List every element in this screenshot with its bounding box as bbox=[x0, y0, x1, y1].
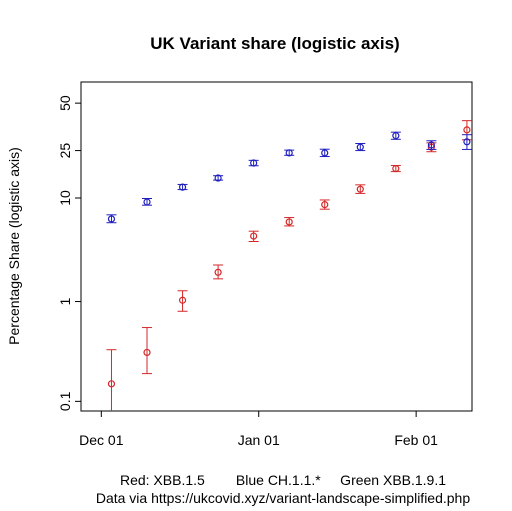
data-point bbox=[427, 141, 435, 149]
data-point bbox=[178, 183, 187, 191]
series-layer bbox=[106, 120, 472, 411]
series-0 bbox=[106, 120, 472, 411]
data-point bbox=[285, 149, 293, 157]
data-point bbox=[143, 348, 151, 357]
x-tick-label: Dec 01 bbox=[79, 432, 124, 448]
legend-caption: Red: XBB.1.5 Blue CH.1.1.* Green XBB.1.9… bbox=[120, 472, 446, 488]
series-1 bbox=[106, 131, 472, 224]
y-tick-label: 0.1 bbox=[57, 391, 73, 411]
data-point bbox=[392, 132, 400, 140]
y-tick-label: 1 bbox=[57, 297, 73, 305]
data-point bbox=[250, 159, 258, 167]
plot-frame bbox=[80, 81, 473, 412]
x-tick-label: Feb 01 bbox=[394, 432, 438, 448]
x-axis: Dec 01 Jan 01 Feb 01 bbox=[79, 411, 438, 448]
source-caption: Data via https://ukcovid.xyz/variant-lan… bbox=[96, 490, 471, 506]
data-point bbox=[214, 174, 222, 182]
data-point bbox=[392, 165, 400, 173]
chart-title: UK Variant share (logistic axis) bbox=[150, 34, 399, 53]
x-tick-label: Jan 01 bbox=[238, 432, 280, 448]
y-tick-label: 25 bbox=[57, 143, 73, 159]
data-point bbox=[356, 185, 364, 193]
data-point bbox=[178, 296, 187, 304]
data-point bbox=[321, 201, 329, 209]
y-axis: 0.1 1 10 25 50 bbox=[57, 95, 81, 411]
y-tick-label: 50 bbox=[57, 95, 73, 111]
data-point bbox=[250, 232, 258, 240]
data-point bbox=[463, 138, 471, 146]
y-tick-label: 10 bbox=[57, 190, 73, 206]
data-point bbox=[321, 149, 329, 157]
data-point bbox=[285, 218, 293, 226]
y-axis-label: Percentage Share (logistic axis) bbox=[6, 147, 22, 345]
data-point bbox=[107, 215, 116, 223]
data-point bbox=[214, 268, 222, 276]
data-point bbox=[463, 126, 471, 134]
data-point bbox=[356, 143, 364, 151]
data-point bbox=[107, 380, 116, 388]
data-point bbox=[143, 198, 151, 206]
